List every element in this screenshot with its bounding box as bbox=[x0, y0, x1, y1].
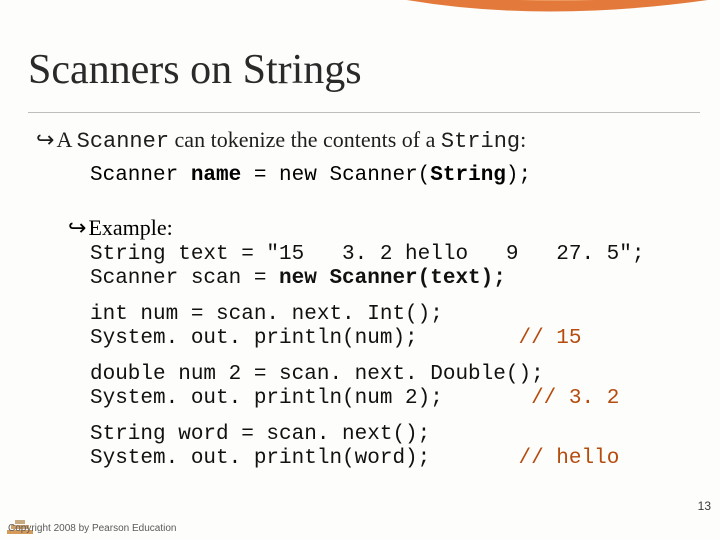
bullet-code-string: String bbox=[441, 129, 520, 154]
code-l3: int num = scan. next. Int(); bbox=[90, 303, 443, 326]
bullet-text-pre: A bbox=[56, 127, 76, 152]
code-l2: Scanner scan = bbox=[90, 267, 279, 290]
syntax-name: name bbox=[191, 164, 241, 187]
syntax-line: Scanner name = new Scanner(String); bbox=[90, 164, 700, 187]
code-block: String text = "15 3. 2 hello 9 27. 5"; S… bbox=[90, 243, 700, 471]
bullet-text-mid: can tokenize the contents of a bbox=[169, 127, 441, 152]
bullet-main: ↪A Scanner can tokenize the contents of … bbox=[36, 127, 700, 154]
code-l1: String text = "15 3. 2 hello 9 27. 5"; bbox=[90, 243, 645, 266]
page-number: 13 bbox=[698, 499, 711, 513]
bullet-text-post: : bbox=[520, 127, 526, 152]
syntax-t1: Scanner bbox=[90, 164, 191, 187]
copyright-footer: Copyright 2008 by Pearson Education bbox=[8, 523, 176, 534]
code-l6a: System. out. println(num 2); bbox=[90, 387, 531, 410]
slide-title: Scanners on Strings bbox=[28, 46, 700, 94]
slide-content: Scanners on Strings ↪A Scanner can token… bbox=[28, 46, 700, 471]
syntax-t2: = new Scanner( bbox=[241, 164, 430, 187]
code-l8a: System. out. println(word); bbox=[90, 447, 518, 470]
code-l4a: System. out. println(num); bbox=[90, 327, 518, 350]
title-divider bbox=[28, 112, 700, 113]
bullet-code-scanner: Scanner bbox=[77, 129, 169, 154]
example-label: Example: bbox=[88, 215, 172, 240]
bullet-icon: ↪ bbox=[68, 215, 84, 240]
example-bullet: ↪Example: bbox=[68, 215, 700, 241]
code-l7: String word = scan. next(); bbox=[90, 423, 430, 446]
syntax-param: String bbox=[430, 164, 506, 187]
code-l8c: // hello bbox=[518, 447, 619, 470]
syntax-t3: ); bbox=[506, 164, 531, 187]
code-l2b: new Scanner(text); bbox=[279, 267, 506, 290]
code-l6c: // 3. 2 bbox=[531, 387, 619, 410]
code-l5: double num 2 = scan. next. Double(); bbox=[90, 363, 544, 386]
code-l4c: // 15 bbox=[518, 327, 581, 350]
bullet-icon: ↪ bbox=[36, 127, 52, 152]
